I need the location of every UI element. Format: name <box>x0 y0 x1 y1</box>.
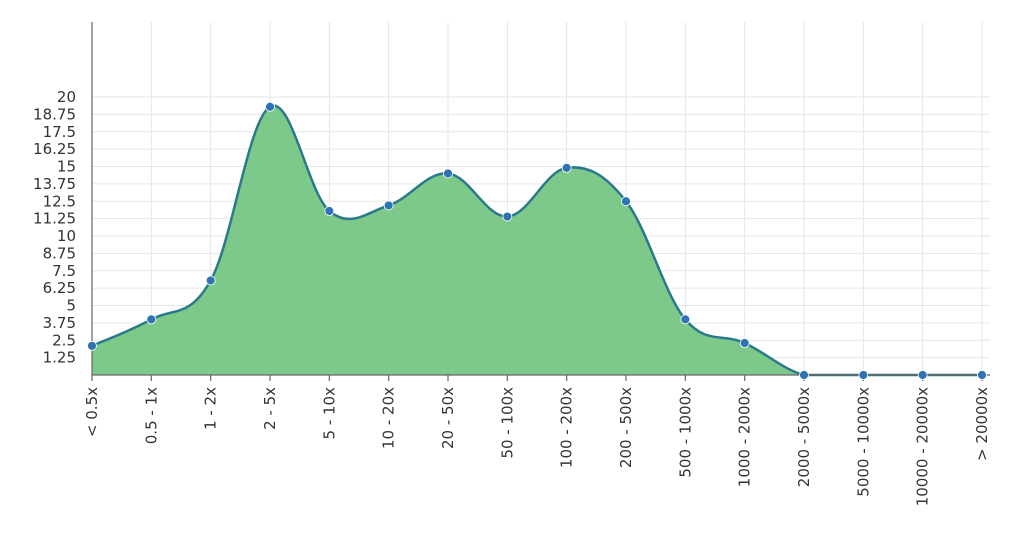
area-fill <box>92 105 982 376</box>
y-tick-labels: 1.252.53.7556.257.58.751011.2512.513.751… <box>33 88 76 367</box>
data-point[interactable] <box>977 370 987 380</box>
data-point[interactable] <box>502 211 513 222</box>
data-point[interactable] <box>858 370 869 380</box>
data-markers <box>87 101 987 380</box>
x-tick-label: 5000 - 10000x <box>854 387 872 497</box>
y-tick-label: 11.25 <box>33 210 76 228</box>
x-tick-label: 100 - 200x <box>558 387 576 468</box>
x-tick-label: 500 - 1000x <box>676 387 694 478</box>
data-point[interactable] <box>146 314 157 325</box>
x-tick-label: > 20000x <box>973 387 991 461</box>
x-tick-label: 50 - 100x <box>498 387 516 459</box>
y-tick-label: 18.75 <box>33 105 76 123</box>
x-tick-label: 10 - 20x <box>380 387 398 449</box>
y-tick-label: 7.5 <box>52 262 76 280</box>
y-tick-label: 10 <box>57 227 76 245</box>
x-tick-label: < 0.5x <box>83 387 101 437</box>
data-point[interactable] <box>621 196 631 207</box>
x-tick-label: 1000 - 2000x <box>736 387 754 487</box>
data-point[interactable] <box>443 168 453 179</box>
y-tick-label: 16.25 <box>33 140 76 158</box>
y-tick-label: 15 <box>57 158 76 176</box>
y-tick-label: 20 <box>57 88 76 106</box>
data-point[interactable] <box>205 275 216 286</box>
y-tick-label: 1.25 <box>43 349 76 367</box>
data-point[interactable] <box>739 338 750 348</box>
x-tick-label: 2 - 5x <box>261 387 279 430</box>
data-point[interactable] <box>561 162 572 173</box>
data-point[interactable] <box>383 200 394 211</box>
data-point[interactable] <box>324 206 335 216</box>
data-point[interactable] <box>799 370 809 380</box>
x-tick-label: 10000 - 20000x <box>914 387 932 506</box>
area-series <box>91 104 982 377</box>
x-tick-labels: < 0.5x 0.5 - 1x 1 - 2x 2 - 5x 5 - 10x 10 - 20… <box>83 387 991 506</box>
x-tick-label: 200 - 500x <box>617 387 635 468</box>
data-point[interactable] <box>680 314 691 325</box>
axes <box>91 22 990 381</box>
data-point[interactable] <box>265 101 275 112</box>
x-tick-label: 0.5 - 1x <box>142 387 160 444</box>
y-tick-label: 12.5 <box>43 192 76 210</box>
y-tick-label: 6.25 <box>43 279 76 297</box>
x-tick-label: 5 - 10x <box>320 387 338 440</box>
y-tick-label: 2.5 <box>52 331 76 349</box>
y-tick-label: 17.5 <box>43 123 76 141</box>
y-tick-label: 3.75 <box>43 314 76 332</box>
x-tick-label: 1 - 2x <box>202 387 220 430</box>
data-point[interactable] <box>87 340 97 351</box>
x-tick-label: 20 - 50x <box>439 387 457 449</box>
x-tick-label: 2000 - 5000x <box>795 387 813 487</box>
y-tick-label: 13.75 <box>33 175 76 193</box>
y-tick-label: 8.75 <box>43 244 76 262</box>
data-point[interactable] <box>917 370 928 380</box>
y-tick-label: 5 <box>66 297 76 315</box>
